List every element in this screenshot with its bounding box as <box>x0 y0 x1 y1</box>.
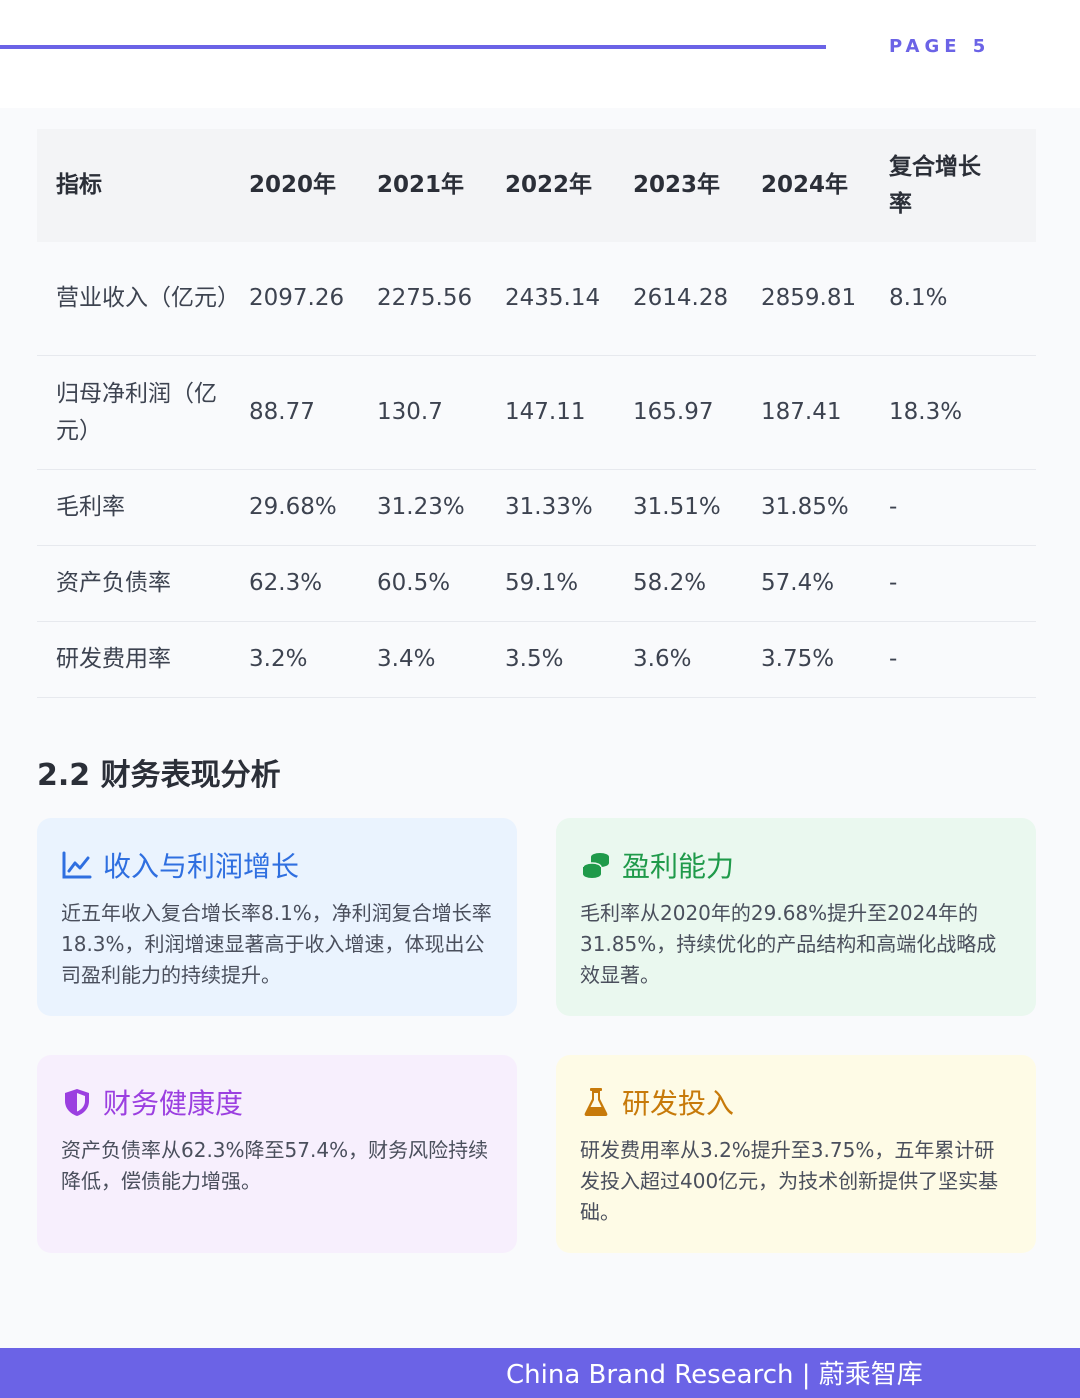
table-cell: 2097.26 <box>249 285 345 311</box>
table-header-row: 指标 2020年 2021年 2022年 2023年 2024年 复合增长率 <box>37 129 1036 242</box>
card-header: 财务健康度 <box>61 1083 493 1121</box>
table-header-cell-text: 复合增长率 <box>889 153 981 217</box>
table-cell: 31.85% <box>761 494 849 520</box>
table-header-cell: 指标 <box>56 172 102 198</box>
table-cell: 60.5% <box>377 570 451 596</box>
card-body-text: 近五年收入复合增长率8.1%，净利润复合增长率18.3%，利润增速显著高于收入增… <box>61 901 492 987</box>
card-header: 研发投入 <box>580 1083 1012 1121</box>
table-row: 研发费用率 3.2% 3.4% 3.5% 3.6% 3.75% - <box>37 622 1036 698</box>
table-cell: 3.4% <box>377 646 436 672</box>
row-label: 营业收入（亿元） <box>56 285 240 311</box>
header-divider-line <box>0 45 826 49</box>
table-header-cell: 2020年 <box>249 172 337 198</box>
page-footer: China Brand Research | 蔚乘智库 <box>0 1348 1080 1398</box>
table-cell: 8.1% <box>889 285 948 311</box>
table-cell: 58.2% <box>633 570 707 596</box>
page-number-label: PAGE 5 <box>889 36 991 57</box>
line-chart-icon <box>61 849 93 881</box>
table-cell: 88.77 <box>249 399 315 425</box>
table-header-cell: 2021年 <box>377 172 465 198</box>
card-financial-health: 财务健康度 资产负债率从62.3%降至57.4%，财务风险持续降低，偿债能力增强… <box>37 1055 517 1253</box>
table-cell: 资产负债率 <box>56 570 171 596</box>
table-cell: 3.5% <box>505 646 564 672</box>
table-cell: 2435.14 <box>505 285 601 311</box>
table-cell: 2859.81 <box>761 285 857 311</box>
table-cell: 130.7 <box>377 399 443 425</box>
card-header: 盈利能力 <box>580 846 1012 884</box>
footer-brand-text: China Brand Research | 蔚乘智库 <box>506 1360 923 1390</box>
table-cell: 归母净利润（亿元） <box>37 376 249 450</box>
table-row: 营业收入（亿元） 2097.26 2275.56 2435.14 2614.28… <box>37 242 1036 356</box>
financial-table: 指标 2020年 2021年 2022年 2023年 2024年 复合增长率 营… <box>37 129 1036 698</box>
page-content: 指标 2020年 2021年 2022年 2023年 2024年 复合增长率 营… <box>0 108 1080 1348</box>
table-cell: 31.51% <box>633 494 721 520</box>
table-header-cell: 复合增长率 <box>889 149 1017 223</box>
table-row: 归母净利润（亿元） 88.77 130.7 147.11 165.97 187.… <box>37 356 1036 470</box>
table-cell: - <box>889 646 898 672</box>
card-profitability: 盈利能力 毛利率从2020年的29.68%提升至2024年的31.85%，持续优… <box>556 818 1036 1016</box>
card-header: 收入与利润增长 <box>61 846 493 884</box>
card-revenue-profit-growth: 收入与利润增长 近五年收入复合增长率8.1%，净利润复合增长率18.3%，利润增… <box>37 818 517 1016</box>
table-header-cell: 2022年 <box>505 172 593 198</box>
table-cell: 59.1% <box>505 570 579 596</box>
table-cell: 2614.28 <box>633 285 729 311</box>
table-cell: 165.97 <box>633 399 714 425</box>
card-rd-investment: 研发投入 研发费用率从3.2%提升至3.75%，五年累计研发投入超过400亿元，… <box>556 1055 1036 1253</box>
card-body-text: 毛利率从2020年的29.68%提升至2024年的31.85%，持续优化的产品结… <box>580 901 997 987</box>
table-cell: 31.33% <box>505 494 593 520</box>
card-title: 盈利能力 <box>622 850 735 883</box>
card-title: 财务健康度 <box>103 1087 244 1120</box>
table-cell: 62.3% <box>249 570 323 596</box>
card-title: 收入与利润增长 <box>103 850 300 883</box>
flask-icon <box>580 1086 612 1118</box>
table-row: 资产负债率 62.3% 60.5% 59.1% 58.2% 57.4% - <box>37 546 1036 622</box>
table-cell: 18.3% <box>889 399 963 425</box>
row-label: 归母净利润（亿元） <box>56 380 217 444</box>
table-cell: 营业收入（亿元） <box>37 280 249 317</box>
table-cell: 187.41 <box>761 399 842 425</box>
shield-icon <box>61 1086 93 1118</box>
coins-icon <box>580 849 612 881</box>
table-cell: 29.68% <box>249 494 337 520</box>
card-body-text: 资产负债率从62.3%降至57.4%，财务风险持续降低，偿债能力增强。 <box>61 1138 489 1193</box>
page-header: PAGE 5 <box>0 0 1080 108</box>
table-cell: 3.75% <box>761 646 835 672</box>
table-header-cell: 2023年 <box>633 172 721 198</box>
table-cell: - <box>889 494 898 520</box>
table-header-cell: 2024年 <box>761 172 849 198</box>
table-row: 毛利率 29.68% 31.23% 31.33% 31.51% 31.85% - <box>37 470 1036 546</box>
section-title: 2.2 财务表现分析 <box>37 758 281 793</box>
table-cell: - <box>889 570 898 596</box>
table-cell: 147.11 <box>505 399 586 425</box>
table-cell: 3.2% <box>249 646 308 672</box>
table-cell: 57.4% <box>761 570 835 596</box>
table-cell: 31.23% <box>377 494 465 520</box>
table-cell: 毛利率 <box>56 494 125 520</box>
card-body-text: 研发费用率从3.2%提升至3.75%，五年累计研发投入超过400亿元，为技术创新… <box>580 1138 999 1224</box>
table-cell: 3.6% <box>633 646 692 672</box>
card-title: 研发投入 <box>622 1087 735 1120</box>
table-cell: 研发费用率 <box>56 646 171 672</box>
table-cell: 2275.56 <box>377 285 473 311</box>
